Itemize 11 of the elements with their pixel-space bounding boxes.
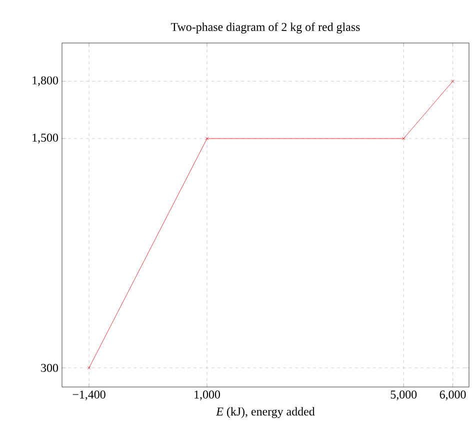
y-tick-label: 300 xyxy=(41,364,58,372)
x-tick-label: −1,400 xyxy=(72,390,106,400)
x-tick-label: 6,000 xyxy=(440,390,466,400)
x-axis-title: E (kJ), energy added xyxy=(216,407,315,418)
point xyxy=(402,136,406,140)
point xyxy=(205,136,209,140)
y-tick-label: 1,500 xyxy=(32,134,58,144)
y-tick-label: 1,800 xyxy=(32,76,58,86)
chart-title: Two-phase diagram of 2 kg of red glass xyxy=(171,22,360,34)
x-tick-label: 5,000 xyxy=(390,390,417,400)
x-tick-label: 1,000 xyxy=(194,390,220,400)
